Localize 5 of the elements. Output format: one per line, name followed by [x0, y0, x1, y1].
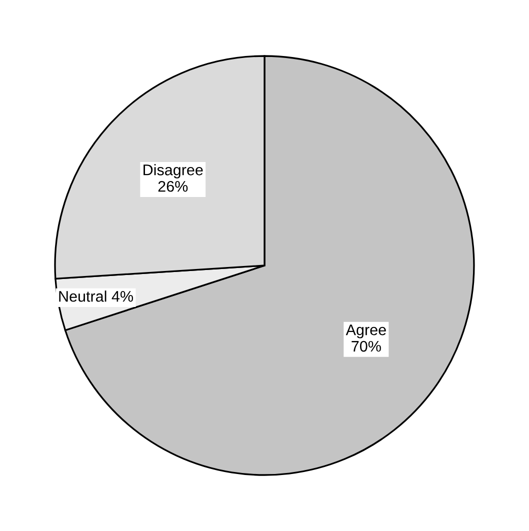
data-label: 26%	[158, 180, 188, 192]
slice-label: Disagree	[144, 164, 203, 178]
slice-label: Agree	[346, 324, 386, 338]
data-label: 70%	[352, 340, 381, 352]
slice-label: Neutral 4%	[59, 290, 134, 302]
